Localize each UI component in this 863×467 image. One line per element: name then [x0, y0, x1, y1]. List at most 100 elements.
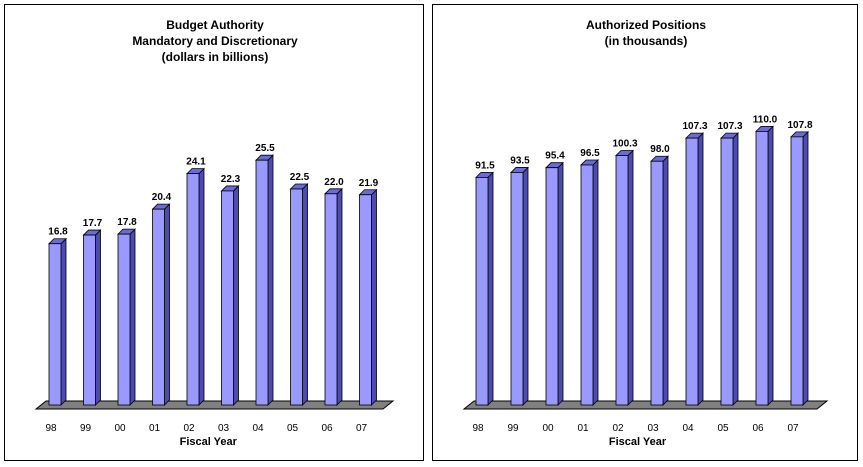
budget-value-label-02: 24.1	[186, 157, 206, 168]
budget-bar-05	[289, 183, 309, 406]
budget-bar-front	[152, 208, 165, 406]
budget-bar-front	[290, 188, 303, 406]
positions-bar-front	[510, 172, 524, 406]
budget-bar-04	[255, 154, 274, 406]
budget-value-label-06: 22.0	[324, 177, 344, 188]
budget-value-label-07: 21.9	[359, 178, 379, 189]
positions-chart-title-line-1: Authorized Positions	[586, 18, 706, 32]
budget-bar-00	[117, 228, 136, 406]
positions-tick-label-99: 99	[507, 423, 519, 434]
positions-bar-side	[767, 125, 774, 406]
positions-value-label-07: 107.8	[787, 120, 812, 131]
budget-bar-front	[48, 243, 62, 406]
budget-bar-front	[83, 234, 96, 406]
budget-chart-title-line-1: Budget Authority	[166, 18, 264, 32]
positions-value-label-02: 100.3	[612, 139, 637, 150]
positions-bar-06	[755, 125, 774, 406]
positions-bar-side	[662, 155, 669, 406]
budget-bar-01	[151, 203, 171, 406]
positions-bar-05	[720, 132, 739, 406]
budget-bar-side	[198, 167, 205, 406]
budget-value-label-04: 25.5	[255, 143, 275, 154]
authorized-positions-chart: Authorized Positions (in thousands) 91.5 98…	[462, 18, 829, 448]
budget-bar-98	[48, 237, 67, 406]
budget-tick-label-05: 05	[287, 423, 299, 434]
positions-bar-03	[650, 155, 669, 406]
budget-bar-side	[164, 203, 170, 406]
budget-bar-side	[95, 229, 101, 406]
positions-tick-label-05: 05	[717, 423, 729, 434]
budget-tick-label-04: 04	[252, 423, 264, 434]
positions-tick-label-02: 02	[612, 423, 624, 434]
positions-bar-front	[720, 137, 734, 406]
positions-value-label-04: 107.3	[682, 121, 707, 132]
positions-bar-front	[755, 130, 769, 406]
budget-value-label-98: 16.8	[48, 227, 68, 238]
positions-value-label-98: 91.5	[475, 160, 495, 171]
positions-bar-front	[580, 164, 594, 406]
budget-bar-07	[358, 188, 378, 406]
budget-value-label-03: 22.3	[221, 174, 241, 185]
positions-tick-label-98: 98	[472, 423, 484, 434]
positions-bar-side	[697, 132, 704, 406]
budget-bar-side	[129, 228, 136, 406]
positions-bar-side	[802, 130, 809, 406]
budget-tick-label-98: 98	[45, 423, 57, 434]
budget-bar-side	[233, 184, 239, 406]
budget-tick-label-03: 03	[218, 423, 230, 434]
budget-x-axis-label: Fiscal Year	[180, 436, 238, 448]
budget-tick-label-01: 01	[149, 423, 161, 434]
budget-bar-side	[267, 154, 274, 406]
positions-value-label-99: 93.5	[510, 155, 530, 166]
budget-tick-label-06: 06	[321, 423, 333, 434]
positions-bar-98	[475, 171, 494, 406]
positions-tick-label-07: 07	[787, 423, 799, 434]
positions-value-label-05: 107.3	[717, 121, 742, 132]
positions-bar-side	[557, 161, 564, 406]
budget-bar-06	[324, 187, 343, 406]
positions-tick-label-00: 00	[542, 423, 554, 434]
budget-bar-front	[221, 190, 234, 406]
positions-chart-title-line-2: (in thousands)	[605, 34, 688, 48]
positions-tick-label-06: 06	[752, 423, 764, 434]
budget-bar-front	[255, 159, 269, 406]
positions-value-label-03: 98.0	[650, 144, 670, 155]
budget-authority-panel: Budget Authority Mandatory and Discretion…	[4, 4, 424, 461]
budget-bar-99	[82, 229, 102, 406]
positions-bar-01	[580, 159, 599, 406]
budget-tick-label-00: 00	[114, 423, 126, 434]
positions-value-label-00: 95.4	[545, 151, 565, 162]
positions-bar-04	[685, 132, 704, 406]
budget-value-label-00: 17.8	[117, 217, 137, 228]
positions-bar-07	[790, 130, 809, 406]
positions-bar-front	[615, 155, 629, 406]
budget-bar-side	[336, 187, 343, 406]
budget-bar-front	[117, 233, 131, 406]
budget-chart-title-line-2: Mandatory and Discretionary	[132, 34, 298, 48]
positions-bar-side	[732, 132, 739, 406]
budget-tick-label-07: 07	[356, 423, 368, 434]
budget-tick-label-02: 02	[183, 423, 195, 434]
budget-bar-front	[186, 173, 200, 406]
positions-tick-label-04: 04	[682, 423, 694, 434]
positions-bar-side	[592, 159, 599, 406]
positions-bar-00	[545, 161, 564, 406]
authorized-positions-panel: Authorized Positions (in thousands) 91.5 98…	[432, 4, 858, 461]
positions-bar-front	[545, 167, 559, 406]
positions-bar-front	[650, 160, 664, 406]
budget-bar-side	[60, 237, 67, 406]
budget-bar-front	[359, 194, 372, 406]
budget-value-label-99: 17.7	[83, 218, 103, 229]
positions-bar-front	[685, 137, 699, 406]
positions-bar-99	[510, 166, 529, 406]
budget-bar-side	[371, 188, 377, 406]
budget-tick-label-99: 99	[80, 423, 92, 434]
positions-bar-front	[790, 136, 804, 406]
budget-value-label-05: 22.5	[290, 172, 310, 183]
budget-bar-front	[324, 193, 338, 406]
positions-bar-side	[487, 171, 494, 406]
positions-value-label-01: 96.5	[580, 148, 600, 159]
positions-bar-side	[627, 149, 634, 406]
budget-bar-02	[186, 167, 205, 406]
positions-bar-side	[522, 166, 529, 406]
